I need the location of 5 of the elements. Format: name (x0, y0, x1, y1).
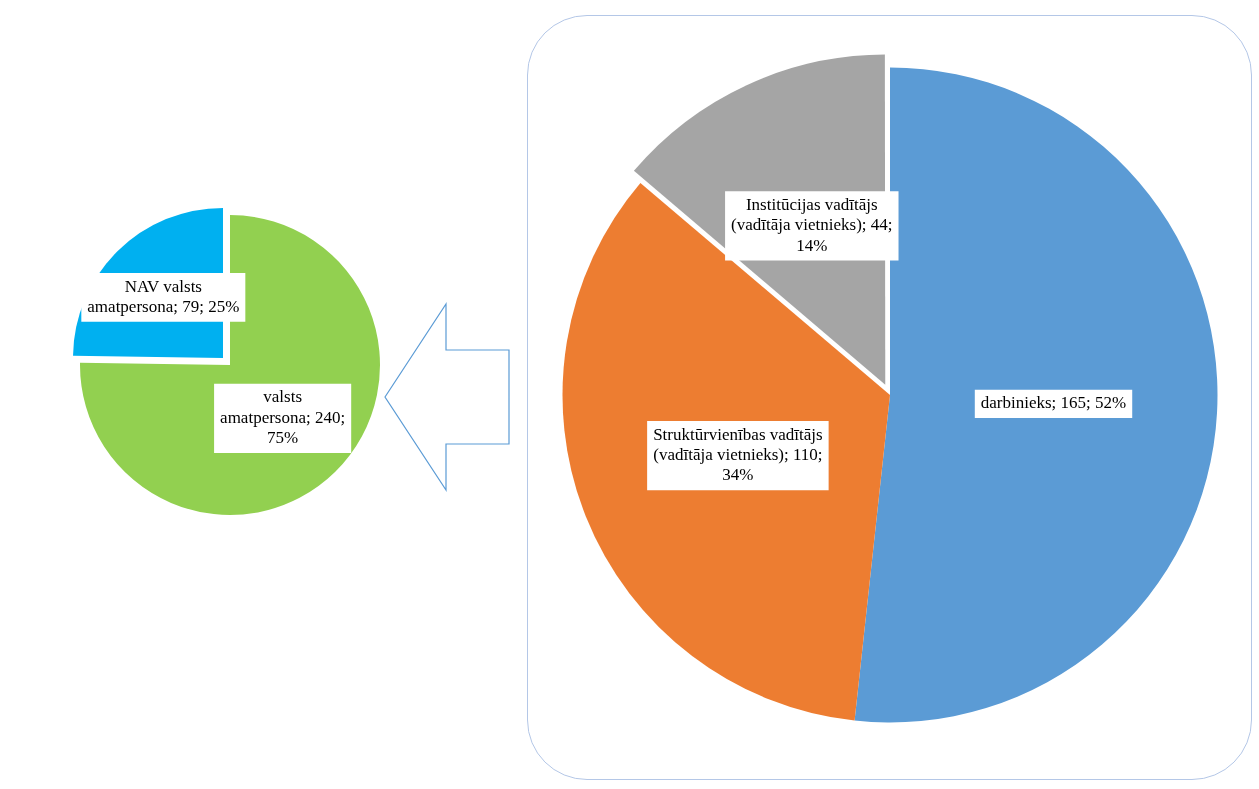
slice-label: darbinieks; 165; 52% (980, 393, 1127, 413)
slice-label: valsts amatpersona; 240; 75% (220, 387, 346, 448)
slice-label: Institūcijas vadītājs (vadītāja vietnieks); 44; 14% (731, 195, 893, 255)
slice-label: NAV valsts amatpersona; 79; 25% (87, 276, 240, 316)
slice-label: Struktūrvienības vadītājs (vadītāja vietnieks); 110; 34% (653, 424, 823, 485)
